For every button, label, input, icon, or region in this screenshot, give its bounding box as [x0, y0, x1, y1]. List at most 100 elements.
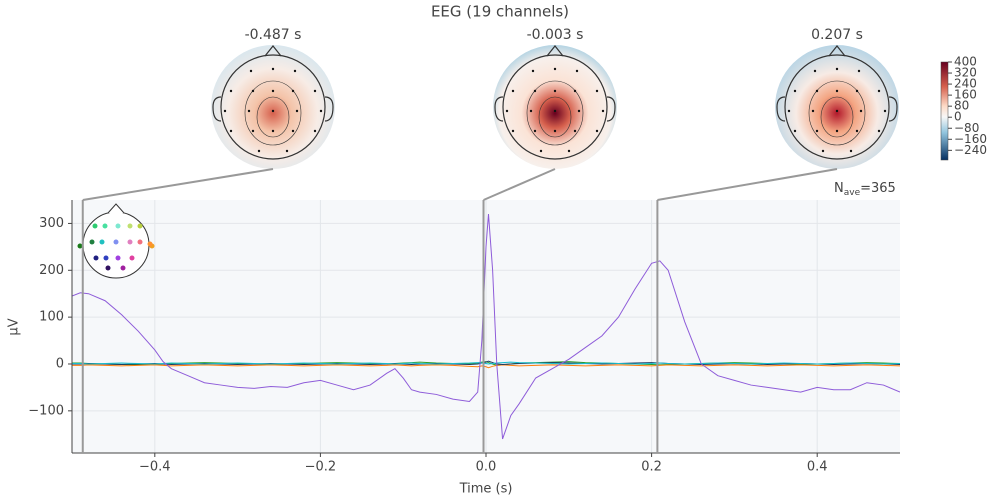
- sensor: [511, 89, 515, 93]
- nave-value: =365: [860, 181, 896, 196]
- chart-title: EEG (19 channels): [431, 3, 569, 21]
- sensor: [229, 89, 233, 93]
- sensor: [815, 129, 819, 133]
- sensor: [505, 109, 509, 113]
- topomap-title: -0.487 s: [245, 27, 302, 43]
- sensor: [531, 69, 535, 73]
- head: [502, 54, 608, 160]
- sensor: [249, 69, 253, 73]
- x-tick-label: 0.4: [807, 460, 828, 475]
- nose: [828, 45, 846, 57]
- sensor: [835, 129, 839, 133]
- colorbar-tick-label: 160: [954, 88, 977, 102]
- sensor: [855, 89, 859, 93]
- colorbar-tick-label: 0: [954, 110, 962, 124]
- topomap-title: 0.207 s: [811, 27, 863, 43]
- sensor: [877, 89, 881, 93]
- colorbar-tick-label: −160: [954, 132, 987, 146]
- sensor: [601, 109, 605, 113]
- sensor: [223, 109, 227, 113]
- sensor: [533, 129, 537, 133]
- sensor: [835, 109, 839, 113]
- sensor: [529, 109, 533, 113]
- contour: [820, 96, 854, 138]
- topomap: [211, 45, 335, 169]
- sensor: [793, 89, 797, 93]
- sensor: [247, 109, 251, 113]
- ear: [776, 96, 786, 122]
- topomap-field: [493, 45, 617, 169]
- ear: [324, 96, 334, 122]
- sensor: [859, 109, 863, 113]
- x-tick-label: 0.0: [476, 460, 497, 475]
- sensor: [855, 129, 859, 133]
- sensor: [257, 149, 261, 153]
- x-axis-label: Time (s): [459, 482, 513, 497]
- sensor: [577, 109, 581, 113]
- contour: [244, 80, 302, 146]
- contour: [538, 96, 572, 138]
- y-axis-label: µV: [7, 318, 22, 335]
- sensor: [793, 129, 797, 133]
- sensor: [575, 69, 579, 73]
- colorbar-tick-label: 320: [954, 66, 977, 80]
- topomap: [775, 45, 899, 169]
- x-tick-label: −0.2: [305, 460, 337, 475]
- ear: [606, 96, 616, 122]
- colorbar-tick-label: 400: [954, 55, 977, 69]
- nave-n: N: [834, 181, 844, 196]
- sensor: [815, 89, 819, 93]
- sensor: [857, 69, 861, 73]
- head: [784, 54, 890, 160]
- sensor: [573, 89, 577, 93]
- sensor: [511, 129, 515, 133]
- sensor: [229, 129, 233, 133]
- colorbar-tick-label: 240: [954, 77, 977, 91]
- connector: [483, 168, 556, 201]
- sensor: [285, 149, 289, 153]
- x-tick-label: −0.4: [139, 460, 171, 475]
- sensor: [271, 129, 275, 133]
- sensor: [573, 129, 577, 133]
- topomap-field: [211, 45, 335, 169]
- sensor: [539, 149, 543, 153]
- ear: [888, 96, 898, 122]
- head: [220, 54, 326, 160]
- sensor: [811, 109, 815, 113]
- nave-sub: ave: [844, 188, 861, 198]
- sensor: [271, 89, 275, 93]
- sensor: [553, 109, 557, 113]
- connector: [657, 168, 838, 201]
- colorbar-tick-label: −240: [954, 143, 987, 157]
- sensor: [533, 89, 537, 93]
- colorbar: [940, 61, 949, 161]
- sensor: [251, 129, 255, 133]
- sensor: [877, 129, 881, 133]
- nose: [546, 45, 564, 57]
- ear: [494, 96, 504, 122]
- nose: [264, 45, 282, 57]
- sensor: [553, 67, 557, 71]
- sensor: [813, 69, 817, 73]
- connector: [82, 168, 274, 201]
- sensor: [553, 129, 557, 133]
- sensor: [313, 89, 317, 93]
- sensor: [319, 109, 323, 113]
- contour: [808, 80, 866, 146]
- sensor: [595, 129, 599, 133]
- sensor: [251, 89, 255, 93]
- y-tick-label: 100: [39, 310, 64, 325]
- sensor: [295, 109, 299, 113]
- y-tick-label: 200: [39, 263, 64, 278]
- y-tick-label: 300: [39, 216, 64, 231]
- sensor: [567, 149, 571, 153]
- y-tick-label: 0: [56, 356, 64, 371]
- sensor: [293, 69, 297, 73]
- topomap-title: -0.003 s: [527, 27, 584, 43]
- nave-annotation: Nave=365: [834, 181, 896, 198]
- sensor: [883, 109, 887, 113]
- ear: [212, 96, 222, 122]
- sensor: [835, 67, 839, 71]
- sensor: [291, 129, 295, 133]
